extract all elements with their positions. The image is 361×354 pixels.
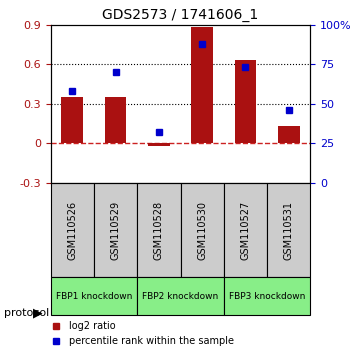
Text: FBP3 knockdown: FBP3 knockdown xyxy=(229,292,305,301)
Text: FBP1 knockdown: FBP1 knockdown xyxy=(56,292,132,301)
Title: GDS2573 / 1741606_1: GDS2573 / 1741606_1 xyxy=(103,8,258,22)
Text: FBP2 knockdown: FBP2 knockdown xyxy=(142,292,219,301)
Text: protocol: protocol xyxy=(4,308,49,318)
FancyBboxPatch shape xyxy=(94,183,137,278)
FancyBboxPatch shape xyxy=(180,183,224,278)
Bar xyxy=(235,60,256,143)
Bar xyxy=(191,27,213,143)
Text: GSM110529: GSM110529 xyxy=(110,200,121,259)
FancyBboxPatch shape xyxy=(137,183,180,278)
FancyBboxPatch shape xyxy=(224,183,267,278)
Text: GSM110527: GSM110527 xyxy=(240,200,251,260)
Text: GSM110531: GSM110531 xyxy=(284,201,294,259)
Bar xyxy=(148,143,170,146)
Bar xyxy=(61,97,83,143)
FancyBboxPatch shape xyxy=(51,183,94,278)
Text: GSM110526: GSM110526 xyxy=(67,200,77,259)
Bar xyxy=(105,97,126,143)
Text: log2 ratio: log2 ratio xyxy=(69,321,116,331)
Text: GSM110530: GSM110530 xyxy=(197,201,207,259)
FancyBboxPatch shape xyxy=(267,183,310,278)
FancyBboxPatch shape xyxy=(224,278,310,315)
FancyBboxPatch shape xyxy=(51,278,137,315)
Text: GSM110528: GSM110528 xyxy=(154,200,164,259)
Text: ▶: ▶ xyxy=(33,307,43,320)
Bar xyxy=(278,126,300,143)
Text: percentile rank within the sample: percentile rank within the sample xyxy=(69,336,234,346)
FancyBboxPatch shape xyxy=(137,278,224,315)
